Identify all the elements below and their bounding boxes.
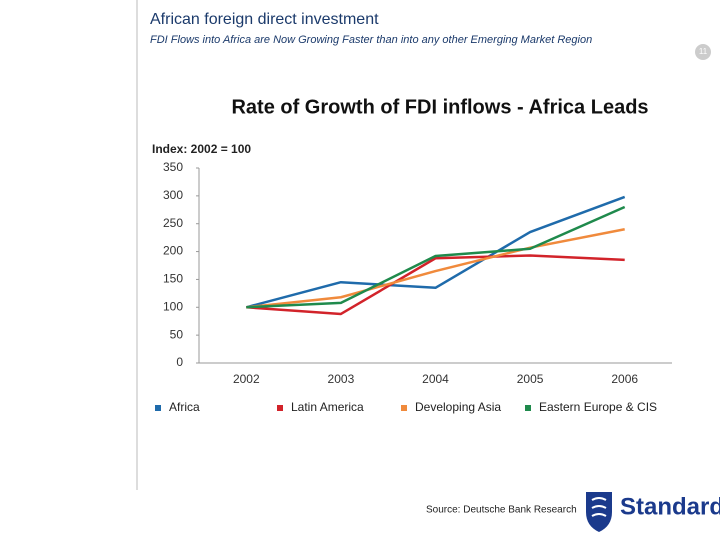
logo-mark [591,497,607,517]
x-tick-label: 2002 [233,372,260,386]
series-line [246,254,625,316]
y-axis-label: Index: 2002 = 100 [152,142,251,156]
y-tick-label: 250 [163,216,183,230]
chart-title: Rate of Growth of FDI inflows - Africa L… [231,96,648,118]
y-tick-label: 50 [170,327,184,341]
logo-text: Standard [620,493,720,520]
x-tick-label: 2004 [422,372,449,386]
y-tick-label: 150 [163,272,183,286]
series-line [246,228,625,309]
series-line [246,205,626,309]
legend-swatch [401,405,407,411]
y-tick-label: 100 [163,299,183,313]
x-tick-label: 2003 [328,372,355,386]
logo-shield [586,492,612,532]
y-tick-label: 350 [163,160,183,174]
page-number: 11 [699,47,708,56]
y-tick-label: 200 [163,244,183,258]
legend-label: Africa [169,400,200,414]
legend-swatch [277,405,283,411]
series-line [245,195,626,309]
slide-title: African foreign direct investment [150,11,379,28]
legend-label: Eastern Europe & CIS [539,400,657,414]
x-tick-label: 2006 [611,372,638,386]
legend-label: Developing Asia [415,400,501,414]
y-tick-label: 300 [163,188,183,202]
page-badge [695,44,711,60]
x-tick-label: 2005 [517,372,544,386]
source: Source: Deutsche Bank Research [426,505,577,516]
legend-swatch [525,405,531,411]
y-tick-label: 0 [176,355,183,369]
legend-label: Latin America [291,400,364,414]
slide-subtitle: FDI Flows into Africa are Now Growing Fa… [150,34,592,46]
legend-swatch [155,405,161,411]
